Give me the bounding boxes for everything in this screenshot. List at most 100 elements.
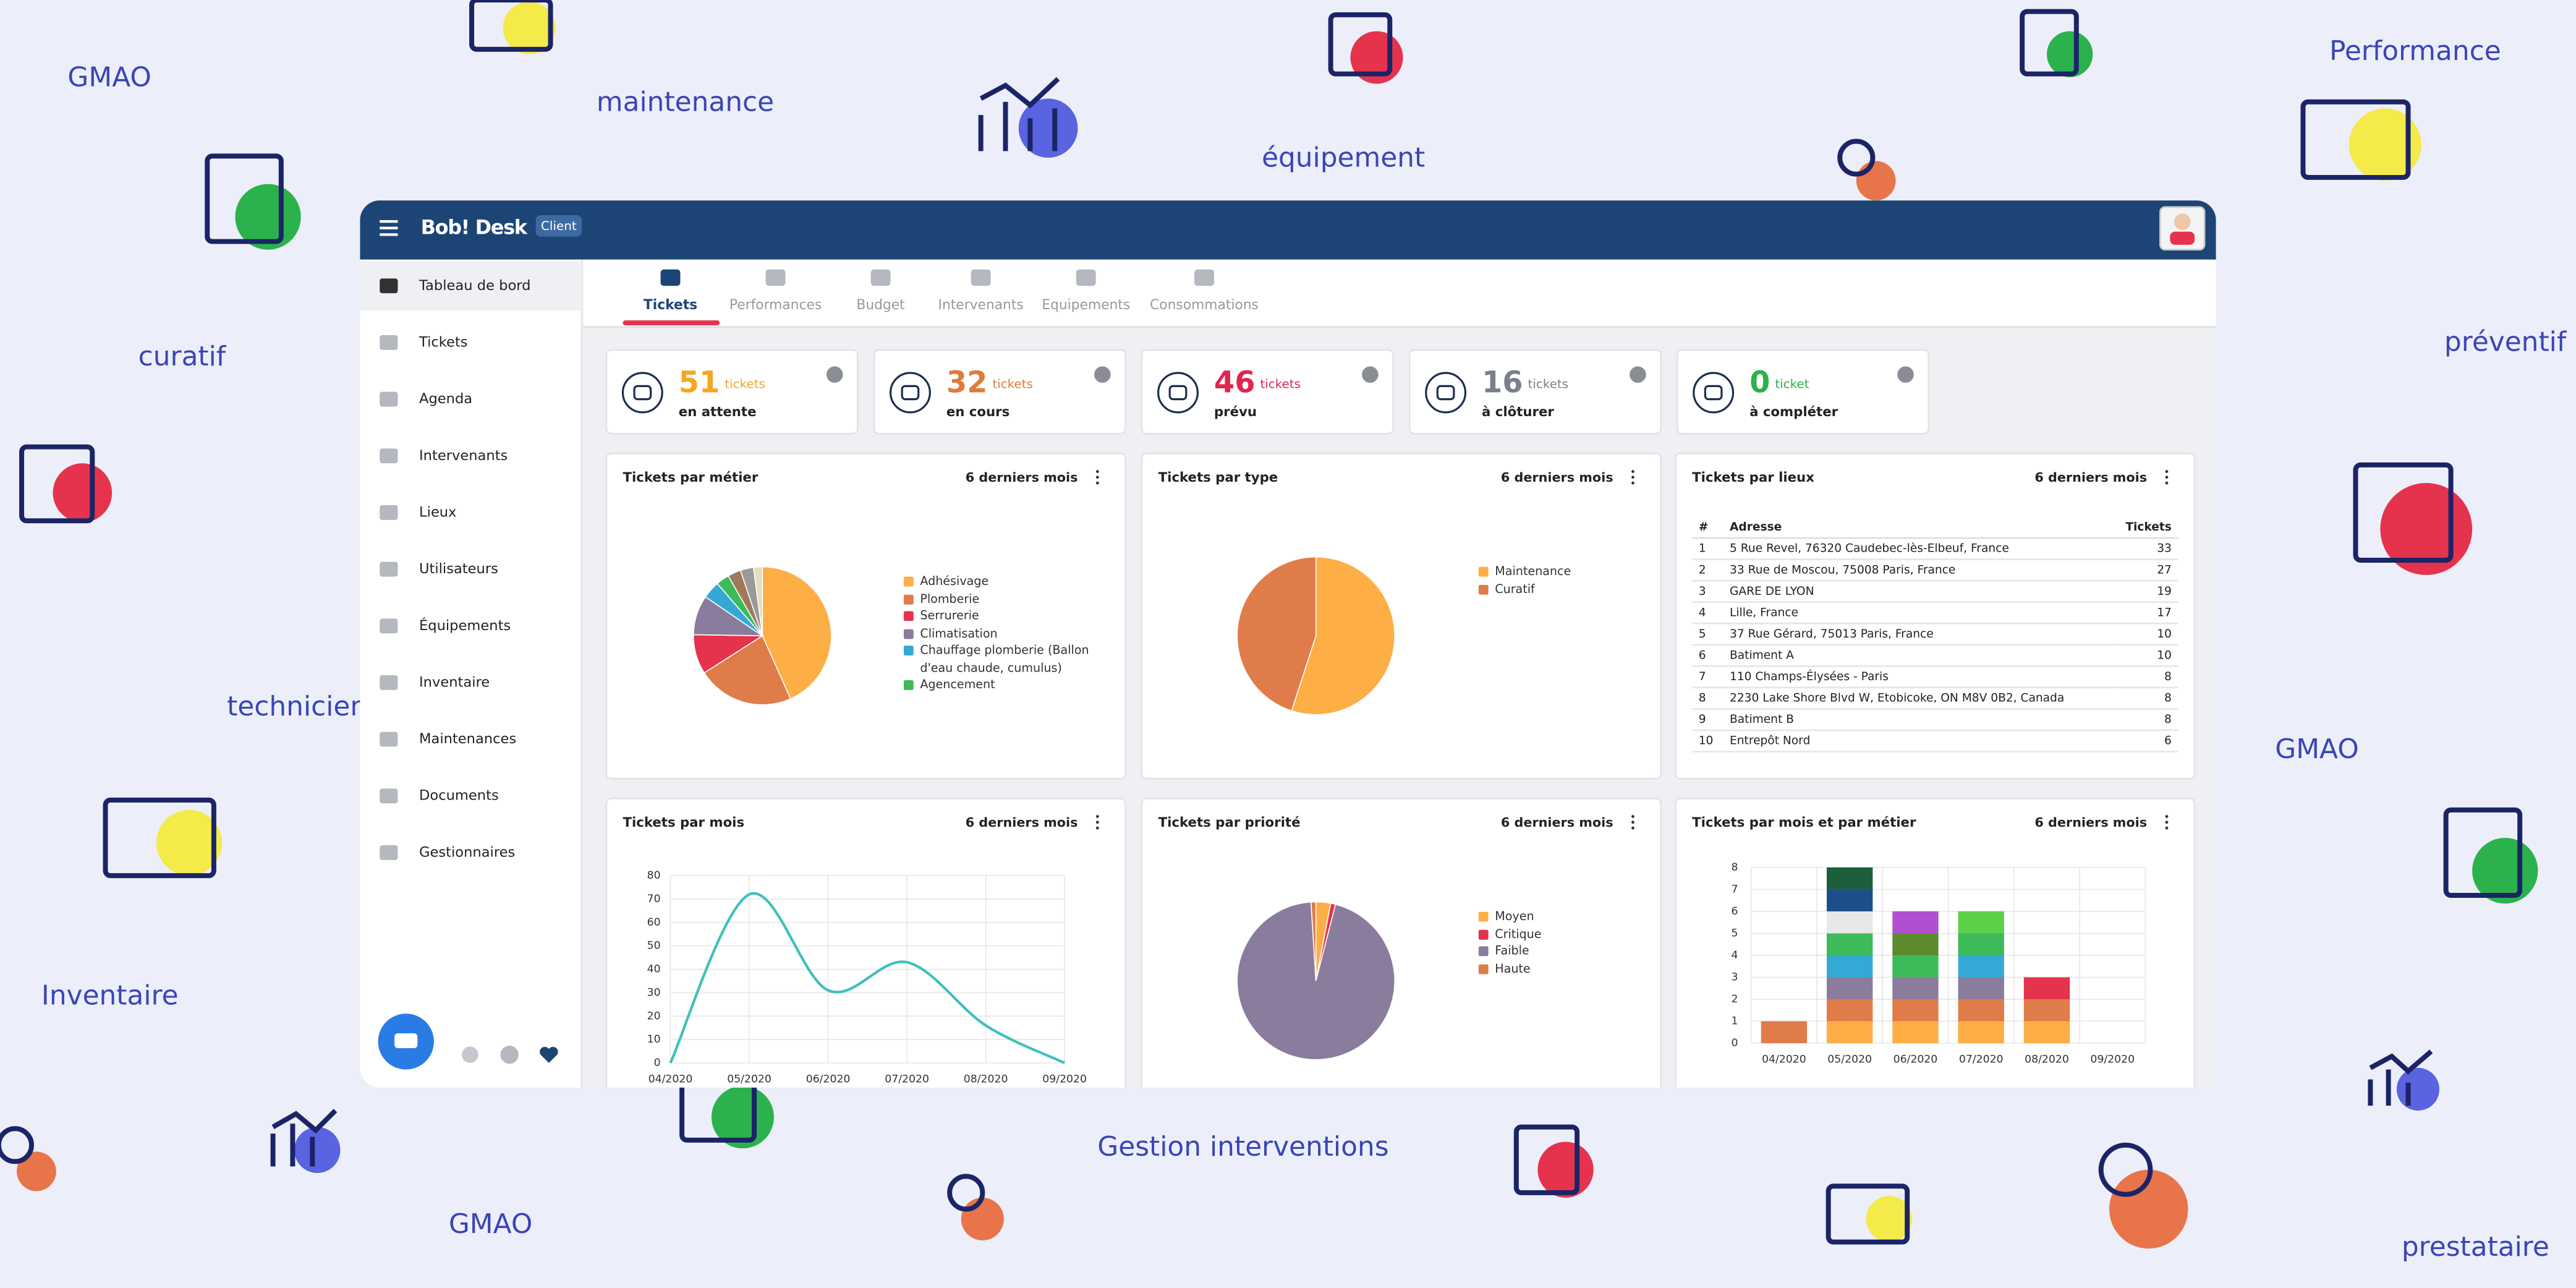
stat-info — [1094, 366, 1111, 383]
panel-menu-dot[interactable] — [1095, 815, 1099, 818]
sidebar-icon — [380, 788, 398, 804]
app-window: Bob! Desk Client Tableau de bord Tickets Age… — [360, 200, 2216, 1088]
panel-period[interactable]: 6 derniers mois — [2034, 815, 2147, 830]
tab-bar — [583, 259, 2216, 327]
legend-item: Plomberie — [903, 591, 1098, 608]
pie-slice — [704, 635, 791, 706]
y-tick-label: 6 — [1732, 905, 1738, 918]
legend-item: Curatif — [1478, 581, 1643, 598]
panel-menu-dot[interactable] — [2165, 821, 2169, 824]
stat-info — [1897, 366, 1914, 383]
x-tick-label: 08/2020 — [964, 1073, 1008, 1086]
table-row: 10 Entrepôt Nord 6 — [1692, 730, 2179, 753]
panel-menu-dot[interactable] — [1631, 821, 1634, 824]
panel-period[interactable]: 6 derniers mois — [966, 815, 1078, 830]
legend-swatch — [1478, 963, 1489, 974]
panel-menu-dot[interactable] — [1631, 476, 1634, 479]
stat-label: en cours — [946, 404, 1010, 420]
stat-icon — [1425, 372, 1467, 414]
stat-label: en attente — [679, 404, 757, 420]
heart-icon — [540, 1046, 558, 1064]
panel-period[interactable]: 6 derniers mois — [1501, 815, 1613, 830]
sidebar-item[interactable]: Lieux — [419, 504, 456, 520]
panel-menu-dot[interactable] — [2165, 470, 2169, 473]
menu-icon — [380, 226, 398, 229]
sidebar-icon — [380, 618, 398, 634]
sidebar-item[interactable]: Tickets — [419, 334, 468, 350]
stat-label: à clôturer — [1482, 404, 1554, 420]
panel-menu-dot[interactable] — [2165, 815, 2169, 818]
sidebar-item[interactable]: Maintenances — [419, 731, 516, 747]
panel-menu-dot[interactable] — [1631, 815, 1634, 818]
legend-swatch — [1478, 946, 1489, 957]
panel-menu-dot[interactable] — [1095, 821, 1099, 824]
table-cell: 2 — [1692, 559, 1724, 582]
sidebar-item[interactable]: Équipements — [419, 616, 511, 634]
sidebar-item[interactable]: Intervenants — [419, 448, 508, 464]
panel-menu-dot[interactable] — [1095, 476, 1099, 479]
panel-menu-dot[interactable] — [1095, 826, 1099, 830]
y-tick-label: 7 — [1732, 883, 1738, 895]
background-word: GMAO — [449, 1208, 532, 1240]
tab[interactable]: Equipements — [1042, 297, 1130, 313]
legend-swatch — [903, 680, 914, 690]
stat-icon-glyph — [901, 385, 920, 401]
stat-unit: tickets — [725, 377, 765, 391]
stat-icon — [1157, 372, 1199, 414]
pie-slice — [1310, 901, 1317, 981]
background-word: prestataire — [2402, 1231, 2549, 1263]
sidebar-item[interactable]: Tableau de bord — [419, 278, 530, 294]
table-row: 6 Batiment A 10 — [1692, 644, 2179, 667]
panel-title: Tickets par mois — [623, 815, 744, 830]
table-cell: 19 — [2112, 581, 2179, 603]
sidebar-item[interactable]: Documents — [419, 788, 499, 804]
sidebar-item[interactable]: Inventaire — [419, 674, 490, 690]
panel-menu-dot[interactable] — [1631, 826, 1634, 830]
table-header-row: # Adresse Tickets — [1692, 516, 2179, 539]
legend-item: Chauffage plomberie (Ballon d'eau chaude… — [903, 642, 1098, 677]
sidebar-item[interactable]: Agenda — [419, 391, 472, 407]
sidebar-icon — [380, 675, 398, 690]
background-word: GMAO — [2275, 733, 2359, 765]
panel-menu-dot[interactable] — [1095, 470, 1099, 473]
table-header-cell: Adresse — [1723, 516, 2112, 539]
tab-icon — [1194, 269, 1214, 286]
panel-period[interactable]: 6 derniers mois — [2034, 470, 2147, 485]
sidebar-icon — [380, 731, 398, 747]
tab[interactable]: Intervenants — [938, 297, 1024, 313]
panel-menu-dot[interactable] — [2165, 476, 2169, 479]
y-tick-label: 2 — [1732, 993, 1738, 1005]
panel-menu-dot[interactable] — [2165, 826, 2169, 830]
x-tick-label: 07/2020 — [1959, 1054, 2004, 1066]
background-layer: GMAO maintenance équipement Performance cura… — [0, 0, 2567, 1263]
panel-period[interactable]: 6 derniers mois — [966, 470, 1078, 485]
panel-menu-dot[interactable] — [1631, 481, 1634, 485]
stat-icon — [1693, 372, 1735, 414]
tab[interactable]: Performances — [729, 297, 822, 313]
background-word: Performance — [2329, 35, 2501, 67]
table-cell: 10 — [2112, 644, 2179, 667]
panel-period[interactable]: 6 derniers mois — [1501, 470, 1613, 485]
tab[interactable]: Consommations — [1150, 297, 1259, 313]
stat-unit: tickets — [992, 377, 1033, 391]
stat-value: 0 — [1749, 366, 1770, 400]
table-cell: 6 — [1692, 644, 1724, 667]
sidebar-item[interactable]: Utilisateurs — [419, 561, 498, 577]
table-cell: 27 — [2112, 559, 2179, 582]
tab[interactable]: Tickets — [644, 297, 697, 313]
sidebar-item[interactable]: Gestionnaires — [419, 844, 515, 860]
tab[interactable]: Budget — [856, 297, 905, 313]
legend-label: Climatisation — [920, 625, 998, 640]
panel-menu-dot[interactable] — [1631, 470, 1634, 473]
table-cell: Entrepôt Nord — [1723, 730, 2112, 753]
sidebar-icon — [380, 278, 398, 294]
y-tick-label: 3 — [1732, 971, 1738, 984]
panel-menu-dot[interactable] — [1095, 481, 1099, 485]
y-tick-label: 4 — [1732, 949, 1738, 962]
stat-value-line: 32 tickets — [946, 366, 1033, 400]
stat-label: à compléter — [1749, 404, 1838, 420]
panel-menu-dot[interactable] — [2165, 481, 2169, 485]
stat-card — [605, 349, 859, 435]
legend-box: Moyen Critique Faible Haute — [1478, 908, 1643, 978]
